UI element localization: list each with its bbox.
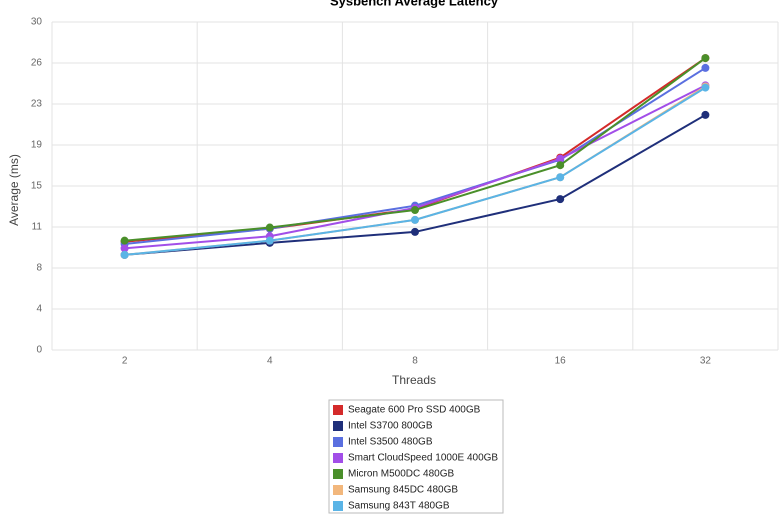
legend-swatch	[333, 421, 343, 431]
data-point	[556, 195, 565, 204]
x-tick-label: 16	[555, 356, 567, 367]
x-tick-label: 4	[267, 356, 273, 367]
legend-label: Intel S3700 800GB	[348, 421, 433, 432]
x-axis-title: Threads	[392, 373, 436, 387]
legend-swatch	[333, 469, 343, 479]
legend-swatch	[333, 501, 343, 511]
data-point	[120, 244, 129, 253]
legend-label: Smart CloudSpeed 1000E 400GB	[348, 453, 498, 464]
data-point	[556, 154, 565, 163]
y-tick-label: 19	[31, 140, 43, 151]
legend-swatch	[333, 453, 343, 463]
x-tick-label: 8	[412, 356, 418, 367]
x-tick-label: 32	[700, 356, 712, 367]
y-tick-label: 8	[36, 263, 42, 274]
data-point	[265, 236, 274, 245]
data-point	[265, 223, 274, 232]
y-tick-label: 23	[31, 99, 43, 110]
y-tick-label: 15	[31, 181, 43, 192]
legend-swatch	[333, 405, 343, 415]
y-tick-label: 4	[36, 304, 42, 315]
data-point	[411, 227, 419, 236]
data-point	[120, 236, 129, 245]
legend-label: Micron M500DC 480GB	[348, 469, 454, 480]
data-point	[701, 54, 710, 63]
y-axis-title: Average (ms)	[7, 154, 21, 226]
series-line	[124, 57, 706, 243]
legend-swatch	[333, 437, 343, 447]
legend-box	[328, 399, 504, 514]
y-tick-label: 30	[31, 17, 43, 28]
legend: Seagate 600 Pro SSD 400GB Intel S3700 800…	[333, 405, 498, 512]
legend-swatch	[333, 485, 343, 495]
data-point	[556, 161, 565, 170]
chart-title: Sysbench Average Latency	[330, 0, 499, 8]
data-point	[411, 206, 419, 215]
y-tick-label: 26	[31, 58, 43, 69]
data-point	[701, 110, 710, 119]
data-point	[701, 83, 710, 92]
data-point	[701, 63, 710, 72]
y-tick-label: 11	[32, 222, 43, 233]
data-point	[411, 215, 419, 224]
data-point	[556, 173, 565, 182]
legend-label: Intel S3500 480GB	[348, 437, 433, 448]
legend-label: Samsung 845DC 480GB	[348, 485, 458, 496]
legend-label: Samsung 843T 480GB	[348, 501, 450, 512]
legend-label: Seagate 600 Pro SSD 400GB	[348, 405, 481, 416]
data-point	[120, 250, 129, 259]
x-tick-label: 2	[122, 356, 128, 367]
y-tick-label: 0	[36, 345, 42, 356]
